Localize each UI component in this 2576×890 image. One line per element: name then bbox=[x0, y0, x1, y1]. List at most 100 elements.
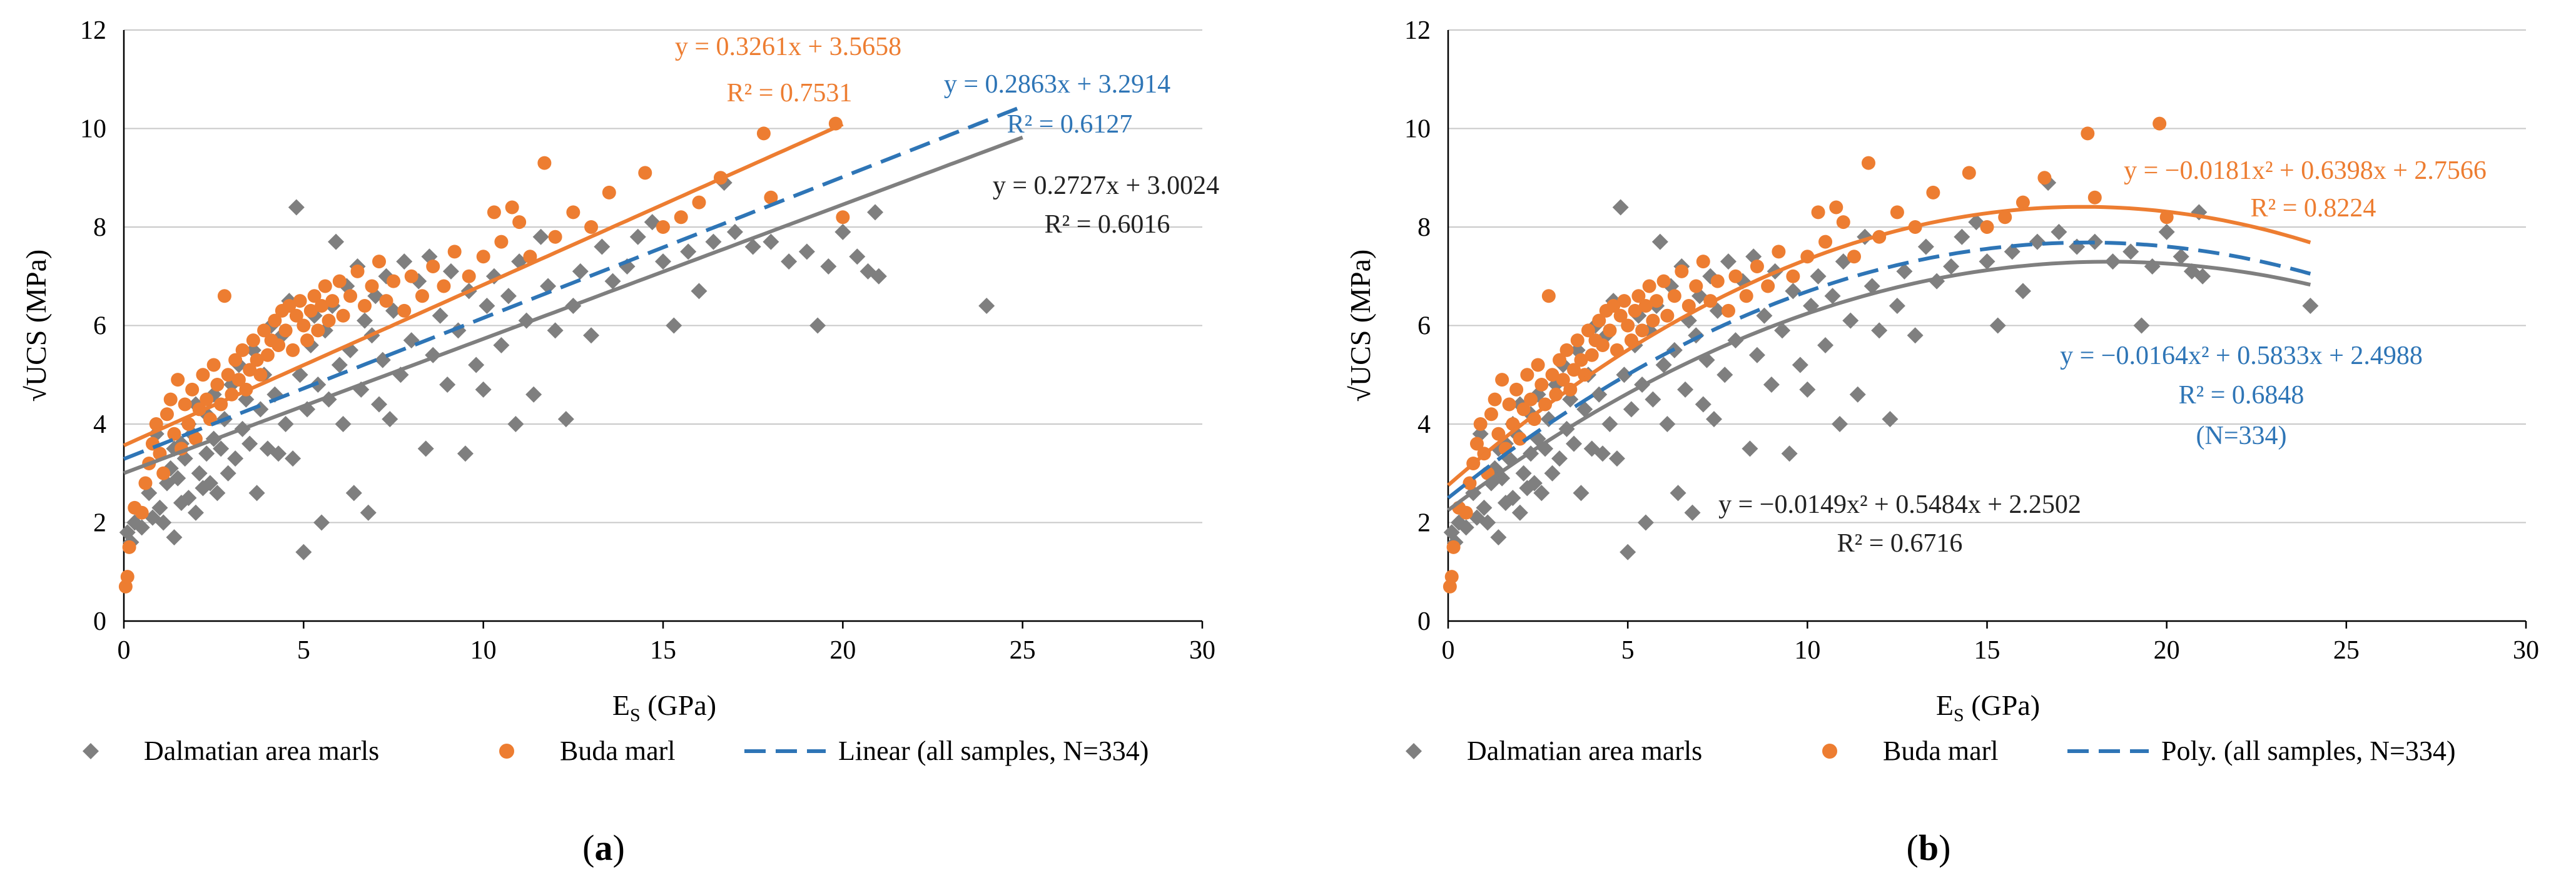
scatter-point-dalmatian bbox=[1871, 322, 1887, 338]
scatter-point-dalmatian bbox=[799, 243, 815, 260]
scatter-point-dalmatian bbox=[594, 239, 610, 255]
panel-label-open-paren: ( bbox=[1907, 827, 1919, 868]
y-tick-label: 0 bbox=[1417, 607, 1431, 636]
fit-r2-label: R² = 0.7531 bbox=[727, 79, 853, 108]
scatter-point-buda bbox=[692, 196, 706, 210]
x-tick-label: 20 bbox=[2154, 636, 2180, 665]
scatter-point-buda bbox=[178, 398, 192, 412]
scatter-point-buda bbox=[437, 280, 450, 293]
y-tick-label: 6 bbox=[1417, 312, 1431, 341]
y-tick-label: 2 bbox=[93, 509, 106, 538]
panel-label: (b) bbox=[1907, 827, 1951, 868]
scatter-point-dalmatian bbox=[2159, 224, 2175, 240]
scatter-point-buda bbox=[322, 314, 336, 328]
gridlines bbox=[1448, 30, 2526, 523]
scatter-point-buda bbox=[1534, 378, 1548, 392]
chart-panel-a: 0 5 10 15 20 25 30024681012ES (GPa)√UCS (MPa)y… bbox=[20, 16, 1219, 868]
fit-line-dalmatian-area-marls bbox=[124, 138, 1023, 473]
scatter-point-buda bbox=[164, 393, 178, 407]
scatter-point-buda bbox=[566, 205, 580, 219]
scatter-point-dalmatian bbox=[1512, 505, 1528, 521]
x-tick-label: 25 bbox=[2333, 636, 2360, 665]
scatter-point-buda bbox=[1643, 280, 1656, 293]
x-axis-title-subscript: S bbox=[1954, 705, 1964, 726]
scatter-point-buda bbox=[387, 275, 400, 288]
legend-item: Buda marl bbox=[1822, 736, 1999, 766]
scatter-point-dalmatian bbox=[188, 505, 204, 521]
figure-canvas: 0 5 10 15 20 25 30024681012ES (GPa)√UCS (MPa)y… bbox=[0, 0, 2576, 890]
scatter-point-buda bbox=[325, 294, 339, 308]
legend-label: Buda marl bbox=[560, 736, 676, 766]
scatter-point-buda bbox=[1722, 304, 1735, 318]
scatter-point-dalmatian bbox=[2015, 283, 2031, 299]
panel-label-letter: b bbox=[1919, 827, 1939, 868]
fit-line-all-samples bbox=[124, 106, 1023, 459]
scatter-point-buda bbox=[236, 343, 250, 357]
x-tick-label: 15 bbox=[650, 636, 676, 665]
fit-equation-label: y = 0.2863x + 3.2914 bbox=[944, 70, 1170, 99]
scatter-point-buda bbox=[836, 210, 849, 224]
x-tick-label: 10 bbox=[1794, 636, 1820, 665]
scatter-point-buda bbox=[297, 319, 310, 333]
scatter-point-dalmatian bbox=[655, 253, 671, 270]
x-axis-title-unit: (GPa) bbox=[1964, 689, 2040, 721]
scatter-point-dalmatian bbox=[1652, 234, 1668, 250]
scatter-point-dalmatian bbox=[1889, 298, 1905, 314]
scatter-point-buda bbox=[1980, 220, 1994, 234]
scatter-point-buda bbox=[487, 205, 501, 219]
scatter-point-buda bbox=[123, 540, 136, 554]
scatter-point-buda bbox=[397, 304, 411, 318]
scatter-point-dalmatian bbox=[1490, 529, 1506, 545]
scatter-point-buda bbox=[537, 156, 551, 170]
scatter-point-buda bbox=[1750, 260, 1764, 273]
scatter-point-buda bbox=[405, 270, 418, 283]
scatter-point-buda bbox=[1445, 570, 1459, 584]
scatter-point-buda bbox=[1689, 280, 1703, 293]
scatter-point-buda bbox=[333, 275, 347, 288]
scatter-point-dalmatian bbox=[1990, 318, 2006, 334]
scatter-point-dalmatian bbox=[2173, 248, 2189, 265]
scatter-point-dalmatian bbox=[705, 234, 721, 250]
scatter-point-dalmatian bbox=[1695, 397, 1711, 413]
scatter-point-dalmatian bbox=[191, 465, 208, 482]
scatter-point-dalmatian bbox=[313, 515, 330, 531]
scatter-point-buda bbox=[1635, 323, 1649, 337]
scatter-point-dalmatian bbox=[583, 327, 599, 343]
scatter-point-buda bbox=[138, 477, 152, 490]
scatter-point-buda bbox=[1646, 314, 1660, 328]
scatter-point-buda bbox=[1503, 398, 1516, 412]
scatter-point-buda bbox=[1818, 235, 1832, 249]
scatter-point-buda bbox=[1657, 275, 1671, 288]
fit-r2-label: R² = 0.6848 bbox=[2179, 381, 2305, 410]
x-tick-label: 0 bbox=[118, 636, 131, 665]
x-axis-title: ES (GPa) bbox=[612, 689, 716, 726]
scatter-point-buda bbox=[1740, 289, 1753, 303]
scatter-point-dalmatian bbox=[781, 253, 797, 270]
legend-item: Linear (all samples, N=334) bbox=[744, 736, 1149, 766]
scatter-point-buda bbox=[462, 270, 476, 283]
scatter-point-dalmatian bbox=[278, 416, 294, 432]
scatter-point-dalmatian bbox=[295, 544, 312, 560]
scatter-point-dalmatian bbox=[849, 248, 865, 265]
scatter-point-buda bbox=[1509, 383, 1523, 397]
x-tick-label: 25 bbox=[1010, 636, 1036, 665]
panel-label: (a) bbox=[582, 827, 625, 868]
x-axis-title-unit: (GPa) bbox=[641, 689, 716, 721]
scatter-point-dalmatian bbox=[1620, 544, 1636, 560]
y-tick-label: 10 bbox=[1404, 115, 1431, 144]
scatter-point-dalmatian bbox=[1742, 440, 1758, 457]
legend-label: Buda marl bbox=[1883, 736, 1999, 766]
x-axis-title-symbol: E bbox=[1936, 689, 1954, 721]
scatter-point-dalmatian bbox=[978, 298, 995, 314]
scatter-point-dalmatian bbox=[500, 288, 517, 304]
scatter-point-dalmatian bbox=[288, 200, 305, 216]
fit-r2-label: R² = 0.8224 bbox=[2251, 194, 2376, 223]
chart-panel-b: 0 5 10 15 20 25 30 0 2 4 6 8 10 12 ES (GPa) √UCS (MPa) y… bbox=[1344, 16, 2539, 868]
legend-label: Linear (all samples, N=334) bbox=[838, 736, 1149, 766]
scatter-point-buda bbox=[1650, 294, 1663, 308]
scatter-point-dalmatian bbox=[1842, 313, 1858, 329]
legend-item: Dalmatian area marls bbox=[1406, 736, 1702, 766]
scatter-point-buda bbox=[1560, 343, 1574, 357]
scatter-point-dalmatian bbox=[1785, 283, 1801, 299]
y-tick-label: 12 bbox=[1404, 16, 1431, 45]
